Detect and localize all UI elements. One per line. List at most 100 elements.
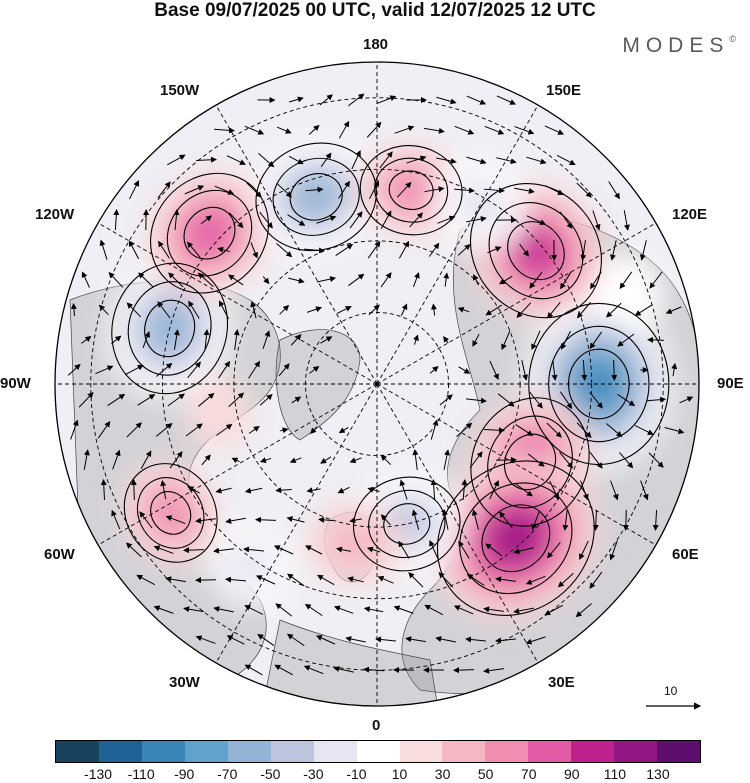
wind-arrow	[516, 302, 532, 319]
wind-arrow	[487, 246, 502, 254]
wind-arrow	[556, 155, 576, 166]
wind-arrow	[457, 243, 471, 256]
wind-arrow	[347, 576, 364, 583]
wind-arrow	[203, 329, 210, 351]
wind-arrow	[589, 331, 603, 350]
map-disk	[55, 62, 699, 706]
wind-arrow	[195, 577, 217, 584]
wind-arrow	[257, 633, 275, 646]
wind-arrow	[165, 576, 186, 583]
colorbar-tick-label: -10	[346, 766, 367, 782]
wind-arrow	[649, 271, 663, 289]
wind-arrow	[454, 125, 475, 135]
wind-arrow	[250, 300, 257, 319]
colorbar-tick-label: -110	[127, 766, 155, 782]
wind-arrow	[453, 187, 475, 194]
wind-arrow	[369, 180, 379, 200]
wind-arrow	[544, 125, 565, 135]
wind-arrow	[244, 605, 264, 615]
wind-arrow	[157, 301, 171, 319]
colorbar-tick-label: 130	[646, 766, 670, 782]
colorbar-swatch	[485, 741, 529, 762]
wind-arrow	[336, 546, 352, 553]
wind-arrow	[576, 302, 591, 319]
wind-arrow	[108, 271, 124, 288]
anomaly-shade	[387, 169, 435, 212]
latitude-circle	[161, 168, 593, 600]
wind-arrow	[70, 302, 77, 317]
colorbar-swatch	[442, 741, 486, 762]
wind-arrow	[366, 121, 382, 138]
wind-arrow	[665, 306, 682, 314]
wind-arrow	[259, 211, 273, 229]
wind-arrow	[611, 359, 618, 381]
wind-arrow	[306, 487, 321, 494]
wind-arrow	[160, 479, 167, 500]
wind-arrow	[546, 541, 561, 559]
wind-arrow	[379, 151, 393, 169]
wind-arrow	[592, 509, 599, 531]
wind-arrow	[526, 215, 546, 225]
wind-arrow	[514, 187, 535, 194]
wind-arrow	[262, 330, 271, 349]
wind-arrow	[466, 397, 487, 404]
wind-arrow	[646, 396, 667, 403]
anomaly-shade	[185, 373, 252, 451]
wind-arrow	[412, 272, 420, 288]
wind-arrow	[551, 360, 558, 381]
wind-arrow	[483, 187, 505, 194]
wind-arrow	[138, 272, 154, 288]
height-contour	[368, 489, 446, 559]
wind-arrow	[320, 336, 333, 344]
wind-arrow	[258, 153, 275, 168]
height-contour	[127, 281, 212, 376]
wind-arrow	[183, 606, 204, 613]
anomaly-shade	[580, 363, 617, 405]
wind-arrow	[67, 363, 81, 376]
wind-arrow	[107, 393, 126, 406]
wind-arrow	[318, 516, 333, 523]
wind-arrow	[218, 300, 230, 320]
wind-arrow	[338, 180, 350, 199]
wind-arrow	[156, 362, 173, 377]
wind-arrow	[111, 509, 121, 530]
wind-arrow	[405, 636, 426, 643]
wind-arrow	[188, 300, 200, 319]
wind-arrow	[316, 215, 337, 224]
wind-arrow	[527, 453, 545, 467]
wind-arrow	[458, 540, 470, 559]
wind-arrow	[289, 457, 302, 464]
wind-arrow	[412, 449, 419, 470]
wind-arrow	[153, 605, 174, 614]
colorbar-tick-label: -30	[303, 766, 324, 782]
wind-arrow	[216, 423, 233, 436]
wind-arrow	[213, 127, 235, 134]
wind-arrow	[99, 239, 108, 260]
anomaly-shade	[495, 518, 536, 558]
wind-arrow	[97, 420, 111, 439]
wind-arrow	[526, 156, 547, 165]
colorbar-tick-label: -70	[217, 766, 238, 782]
wind-arrow	[338, 426, 349, 434]
wind-arrow	[576, 182, 592, 198]
wind-arrow	[466, 573, 485, 586]
wind-arrow	[400, 303, 408, 316]
wind-arrow	[231, 457, 240, 464]
wind-arrow	[473, 274, 479, 286]
wind-arrow	[513, 547, 534, 555]
wind-arrow	[609, 540, 618, 561]
height-contour	[150, 491, 192, 535]
colorbar-swatch	[56, 741, 99, 762]
wind-arrow	[290, 334, 302, 346]
wind-arrow	[83, 449, 90, 470]
wind-arrow	[315, 635, 336, 645]
africa-land	[259, 619, 441, 706]
wind-arrow	[233, 329, 240, 350]
wind-arrow	[531, 510, 541, 531]
wind-arrow	[380, 454, 392, 466]
wind-arrow	[559, 211, 573, 229]
wind-arrow	[100, 479, 107, 501]
height-contour	[289, 173, 343, 221]
wind-arrow	[226, 635, 245, 645]
wind-arrow	[98, 304, 109, 316]
